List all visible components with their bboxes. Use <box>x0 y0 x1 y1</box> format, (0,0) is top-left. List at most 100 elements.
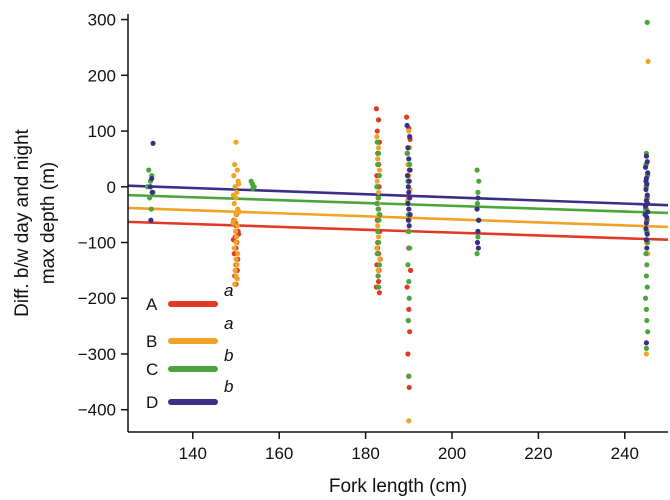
data-point-d <box>474 239 481 246</box>
data-point-d <box>405 200 411 207</box>
data-point-c <box>404 150 410 156</box>
data-point-b <box>375 223 381 229</box>
data-point-d <box>150 140 156 146</box>
data-point-c <box>375 239 382 246</box>
data-point-a <box>404 284 410 290</box>
regression-line-b <box>127 206 669 229</box>
data-point-c <box>474 251 480 257</box>
data-point-a <box>406 306 412 312</box>
data-point-d <box>407 195 413 201</box>
y-tick-label: −100 <box>78 234 116 253</box>
data-point-b <box>375 267 381 273</box>
data-point-c <box>475 189 481 195</box>
data-point-b <box>234 223 240 229</box>
legend-significance-b: a <box>224 314 233 333</box>
data-point-d <box>474 206 480 212</box>
data-point-b <box>374 134 380 140</box>
data-point-c <box>405 262 411 268</box>
data-point-a <box>407 267 414 273</box>
data-point-c <box>642 295 649 301</box>
data-point-d <box>406 178 412 184</box>
data-point-c <box>474 167 480 173</box>
data-point-d <box>645 170 651 176</box>
data-point-c <box>375 228 381 234</box>
data-point-c <box>406 373 412 379</box>
data-point-b <box>230 192 237 198</box>
data-point-d <box>643 220 650 226</box>
legend: Aa Ba Cb Db <box>146 281 233 412</box>
regression-lines <box>127 184 669 242</box>
data-point-d <box>644 231 650 237</box>
data-point-c <box>376 217 382 223</box>
data-point-c <box>377 212 383 218</box>
data-point-b <box>231 245 237 251</box>
data-point-b <box>234 189 240 195</box>
data-point-b <box>230 220 236 226</box>
data-point-d <box>644 245 650 251</box>
data-point-c <box>644 262 650 268</box>
x-tick-label: 160 <box>265 444 293 463</box>
data-point-b <box>231 173 237 179</box>
x-axis-title: Fork length (cm) <box>329 476 467 497</box>
data-point-b <box>236 209 242 215</box>
legend-significance-a: a <box>224 281 233 300</box>
data-point-c <box>643 251 649 257</box>
data-point-a <box>406 384 412 391</box>
data-point-c <box>405 317 411 324</box>
data-point-c <box>250 185 256 192</box>
data-point-a <box>407 329 413 335</box>
data-point-b <box>231 200 237 207</box>
x-tick-label: 240 <box>611 444 639 463</box>
legend-label-d: D <box>146 393 158 412</box>
data-point-b <box>375 156 381 162</box>
data-point-c <box>644 317 650 324</box>
data-point-d <box>405 184 411 190</box>
data-point-d <box>475 245 481 251</box>
data-point-c <box>475 234 481 240</box>
legend-significance-c: b <box>224 346 233 365</box>
axes: 300 200 100 0 −100 −200 −300 −400 140 160 180 200 22… <box>12 11 668 497</box>
data-point-c <box>375 195 382 201</box>
data-point-c <box>376 262 383 268</box>
legend-label-b: B <box>146 332 157 351</box>
data-point-c <box>375 150 382 156</box>
data-point-d <box>404 122 410 129</box>
data-point-a <box>375 278 382 285</box>
x-tick-label: 200 <box>438 444 466 463</box>
data-point-c <box>375 284 382 290</box>
data-point-b <box>232 281 238 287</box>
data-point-a <box>405 351 411 357</box>
data-point-b <box>234 262 240 268</box>
data-point-c <box>643 306 650 312</box>
legend-significance-d: b <box>224 377 233 396</box>
y-tick-label: 100 <box>88 122 116 141</box>
data-point-b <box>374 245 380 251</box>
data-point-c <box>375 161 381 168</box>
data-point-c <box>645 329 651 335</box>
data-point-c <box>643 273 650 279</box>
regression-line-a <box>127 220 669 242</box>
data-point-a <box>376 290 383 296</box>
data-point-c <box>146 167 152 173</box>
data-point-b <box>234 276 240 282</box>
data-point-a <box>373 106 379 112</box>
data-point-b <box>233 139 239 145</box>
data-point-b <box>232 228 239 234</box>
x-tick-label: 140 <box>179 444 207 463</box>
data-point-a <box>404 114 410 120</box>
data-point-d <box>149 189 155 195</box>
data-point-c <box>476 178 482 184</box>
data-point-d <box>643 237 650 243</box>
data-point-d <box>645 200 651 207</box>
y-axis-title-line-1: Diff. b/w day and night <box>12 128 33 316</box>
legend-label-a: A <box>146 295 158 314</box>
y-axis-title-line-2: max depth (m) <box>38 162 59 284</box>
data-point-c <box>474 200 481 207</box>
data-point-d <box>475 228 481 234</box>
data-point-b <box>235 251 241 257</box>
x-tick-label: 220 <box>524 444 552 463</box>
data-point-c <box>374 139 380 145</box>
data-points <box>144 19 651 424</box>
data-point-d <box>643 186 649 193</box>
